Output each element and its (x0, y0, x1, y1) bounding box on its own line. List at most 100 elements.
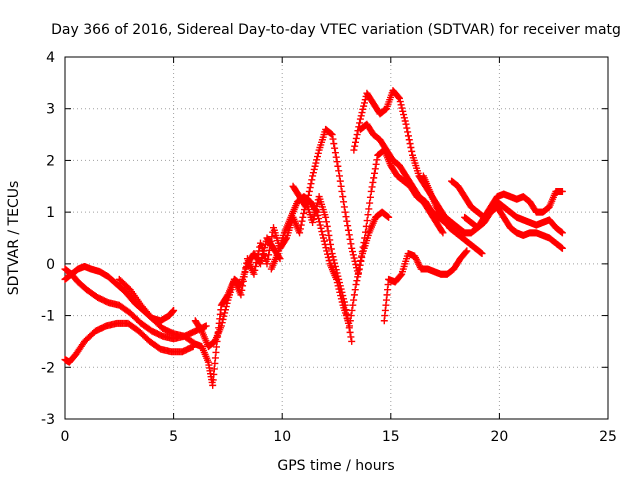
data-point (221, 306, 229, 314)
data-point (399, 107, 407, 115)
data-point (349, 251, 357, 259)
data-point (265, 251, 273, 259)
data-point (297, 221, 305, 229)
data-point (336, 177, 344, 185)
data-point (357, 112, 365, 120)
data-point (356, 261, 364, 269)
series-arc2 (61, 265, 210, 343)
data-point (355, 266, 363, 274)
data-point (241, 268, 249, 276)
ticks (64, 56, 609, 420)
data-point (341, 208, 349, 216)
data-marks (61, 87, 566, 389)
x-tick-label: 15 (382, 429, 400, 445)
data-point (369, 178, 377, 186)
data-point (358, 109, 366, 117)
data-point (344, 222, 352, 230)
data-point (356, 115, 364, 123)
data-point (252, 262, 260, 270)
data-point (170, 306, 178, 314)
series-arc10 (380, 247, 471, 325)
data-point (310, 165, 318, 173)
data-point (354, 270, 362, 278)
data-point (334, 162, 342, 170)
data-point (395, 94, 403, 102)
data-point (221, 309, 229, 317)
data-point (322, 244, 330, 252)
data-point (253, 255, 261, 263)
data-point (348, 337, 356, 345)
data-point (325, 231, 333, 239)
data-point (338, 187, 346, 195)
data-point (372, 160, 380, 168)
data-point (220, 312, 228, 320)
series-arc5 (191, 193, 356, 351)
data-point (296, 225, 304, 233)
data-point (333, 158, 341, 166)
data-point (412, 254, 420, 262)
data-point (345, 231, 353, 239)
data-point (303, 199, 311, 207)
data-point (267, 237, 275, 245)
data-point (357, 252, 365, 260)
data-point (362, 228, 370, 236)
data-point (350, 254, 358, 262)
data-point (405, 136, 413, 144)
data-point (298, 217, 306, 225)
data-point (360, 99, 368, 107)
data-point (306, 184, 314, 192)
data-point (256, 260, 264, 268)
data-point (316, 221, 324, 229)
data-point (333, 279, 341, 287)
data-point (309, 218, 317, 226)
data-point (407, 144, 415, 151)
data-point (331, 144, 339, 152)
data-point (404, 132, 412, 140)
data-point (317, 224, 325, 232)
data-point (398, 104, 406, 112)
data-point (322, 218, 330, 226)
y-axis-label: SDTVAR / TECUs (6, 181, 22, 296)
data-point (323, 247, 331, 255)
data-point (324, 253, 332, 261)
series-arc13 (461, 198, 566, 237)
data-point (366, 199, 374, 207)
data-point (366, 193, 374, 201)
data-point (324, 250, 332, 258)
data-point (558, 244, 566, 252)
data-point (319, 234, 327, 242)
data-point (406, 140, 414, 148)
y-tick-label: -1 (41, 309, 55, 325)
data-point (239, 282, 247, 290)
data-point (353, 277, 361, 285)
data-point (347, 240, 355, 248)
data-point (296, 229, 304, 237)
data-point (402, 120, 410, 128)
data-point (342, 213, 350, 221)
data-point (312, 207, 320, 215)
data-point (238, 286, 246, 294)
data-point (308, 176, 316, 184)
data-point (352, 134, 360, 142)
data-point (265, 246, 273, 254)
data-point (311, 162, 319, 170)
data-point (350, 296, 358, 304)
data-point (240, 273, 248, 281)
data-point (340, 203, 348, 211)
data-point (411, 252, 419, 260)
data-point (360, 239, 368, 247)
data-point (321, 240, 329, 248)
x-tick-label: 0 (61, 429, 70, 445)
data-point (331, 149, 339, 157)
data-point (400, 111, 408, 119)
data-point (350, 291, 358, 299)
data-point (336, 288, 344, 296)
data-point (324, 227, 332, 235)
data-point (408, 147, 416, 155)
data-point (197, 326, 205, 334)
data-point (357, 257, 365, 265)
chart-title: Day 366 of 2016, Sidereal Day-to-day VTE… (51, 22, 621, 38)
data-point (333, 275, 340, 283)
data-point (223, 299, 231, 307)
